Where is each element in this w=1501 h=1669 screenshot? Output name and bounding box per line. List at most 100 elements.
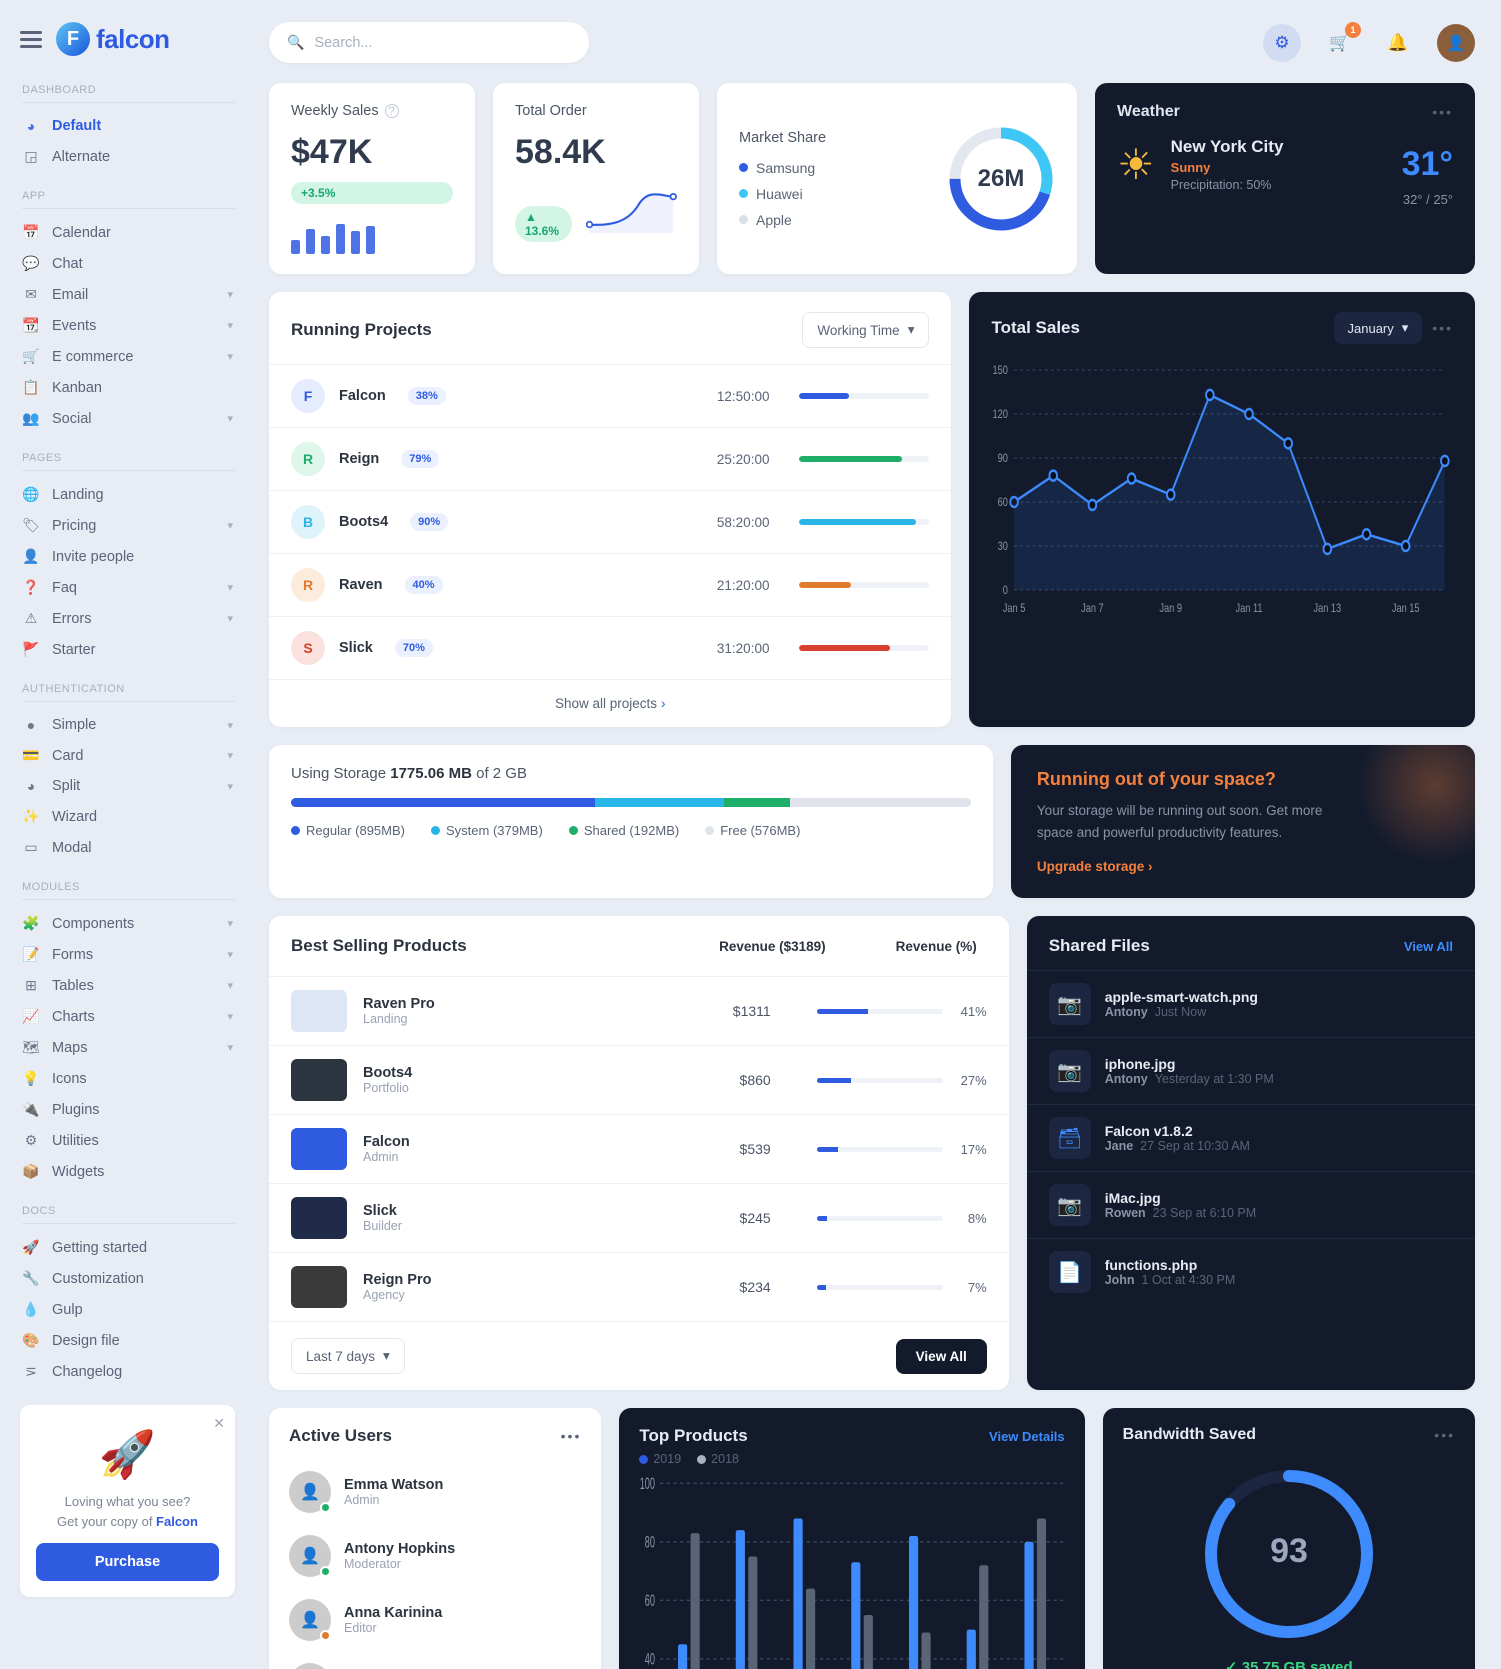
list-item[interactable]: 👤 Antony Hopkins Moderator bbox=[269, 1524, 601, 1588]
notifications-icon[interactable]: 🔔 bbox=[1379, 24, 1417, 62]
table-row[interactable]: Reign Pro Agency $234 7% bbox=[269, 1252, 1009, 1321]
market-share-title: Market Share bbox=[739, 130, 826, 146]
table-row[interactable]: R Raven 40% 21:20:00 bbox=[269, 553, 951, 616]
table-row[interactable]: F Falcon 38% 12:50:00 bbox=[269, 364, 951, 427]
sidebar-item-faq[interactable]: ❓ Faq ▾ bbox=[20, 572, 235, 603]
table-row[interactable]: B Boots4 90% 58:20:00 bbox=[269, 490, 951, 553]
sidebar-item-tables[interactable]: ⊞ Tables ▾ bbox=[20, 970, 235, 1001]
product-revenue: $245 bbox=[711, 1210, 771, 1226]
total-order-card: Total Order 58.4K ▲ 13.6% bbox=[493, 83, 699, 274]
table-row[interactable]: Boots4 Portfolio $860 27% bbox=[269, 1045, 1009, 1114]
project-progress-bar bbox=[799, 393, 929, 399]
table-row[interactable]: R Reign 79% 25:20:00 bbox=[269, 427, 951, 490]
more-options-icon[interactable]: ••• bbox=[561, 1428, 582, 1444]
sidebar-item-getting-started[interactable]: 🚀 Getting started bbox=[20, 1232, 235, 1263]
sidebar-item-changelog[interactable]: ⋝ Changelog bbox=[20, 1356, 235, 1387]
cart-icon[interactable]: 🛒 1 bbox=[1321, 24, 1359, 62]
sidebar-item-alternate[interactable]: ◲ Alternate bbox=[20, 141, 235, 172]
sidebar-item-kanban[interactable]: 📋 Kanban bbox=[20, 372, 235, 403]
sidebar-item-design-file[interactable]: 🎨 Design file bbox=[20, 1325, 235, 1356]
sidebar-item-utilities[interactable]: ⚙ Utilities bbox=[20, 1125, 235, 1156]
product-progress-bar bbox=[817, 1009, 943, 1014]
settings-icon[interactable]: ⚙ bbox=[1263, 24, 1301, 62]
list-item[interactable]: 📷 apple-smart-watch.png Antony Just Now bbox=[1027, 970, 1475, 1037]
sidebar-item-widgets[interactable]: 📦 Widgets bbox=[20, 1156, 235, 1187]
flag-icon: 🚩 bbox=[22, 641, 40, 658]
list-item[interactable]: 🗃 Falcon v1.8.2 Jane 27 Sep at 10:30 AM bbox=[1027, 1104, 1475, 1171]
list-item[interactable]: 📄 functions.php John 1 Oct at 4:30 PM bbox=[1027, 1238, 1475, 1305]
sidebar-item-landing[interactable]: 🌐 Landing bbox=[20, 479, 235, 510]
svg-text:Jan 11: Jan 11 bbox=[1236, 602, 1263, 615]
sidebar-item-chat[interactable]: 💬 Chat bbox=[20, 248, 235, 279]
sidebar-item-email[interactable]: ✉ Email ▾ bbox=[20, 279, 235, 310]
sidebar-item-customization[interactable]: 🔧 Customization bbox=[20, 1263, 235, 1294]
view-all-products-button[interactable]: View All bbox=[896, 1339, 987, 1374]
show-all-projects-link[interactable]: Show all projects › bbox=[269, 679, 951, 727]
weather-title: Weather bbox=[1117, 103, 1180, 121]
sidebar-item-gulp[interactable]: 💧 Gulp bbox=[20, 1294, 235, 1325]
working-time-select[interactable]: Working Time ▾ bbox=[802, 312, 929, 348]
sidebar-item-starter[interactable]: 🚩 Starter bbox=[20, 634, 235, 665]
total-sales-card: Total Sales January ▾ ••• 0 30 60 90 120 150 J… bbox=[969, 292, 1475, 727]
legend-dot-icon bbox=[739, 163, 748, 172]
days-select[interactable]: Last 7 days ▾ bbox=[291, 1338, 405, 1374]
table-row[interactable]: S Slick 70% 31:20:00 bbox=[269, 616, 951, 679]
weekly-sales-card: Weekly Sales ? $47K +3.5% bbox=[269, 83, 475, 274]
sidebar-item-simple[interactable]: ● Simple ▾ bbox=[20, 710, 235, 740]
product-revenue: $234 bbox=[711, 1279, 771, 1295]
circle-icon: ● bbox=[22, 717, 40, 733]
sidebar-item-icons[interactable]: 💡 Icons bbox=[20, 1063, 235, 1094]
list-item[interactable]: 📷 iphone.jpg Antony Yesterday at 1:30 PM bbox=[1027, 1037, 1475, 1104]
list-item[interactable]: 👤 Emma Watson Admin bbox=[269, 1460, 601, 1524]
more-options-icon[interactable]: ••• bbox=[1434, 1427, 1455, 1443]
info-icon[interactable]: ? bbox=[385, 104, 399, 118]
sidebar-item-maps[interactable]: 🗺 Maps ▾ bbox=[20, 1032, 235, 1063]
purchase-button[interactable]: Purchase bbox=[36, 1543, 219, 1581]
sidebar-item-label: Design file bbox=[52, 1333, 120, 1349]
hamburger-icon[interactable] bbox=[20, 31, 42, 48]
more-options-icon[interactable]: ••• bbox=[1432, 104, 1453, 120]
users-products-bandwidth-row: Active Users ••• 👤 Emma Watson Admin 👤 A… bbox=[269, 1408, 1475, 1669]
sidebar-item-modal[interactable]: ▭ Modal bbox=[20, 832, 235, 863]
sidebar-item-events[interactable]: 📆 Events ▾ bbox=[20, 310, 235, 341]
sidebar-item-label: Gulp bbox=[52, 1302, 83, 1318]
sidebar-item-calendar[interactable]: 📅 Calendar bbox=[20, 217, 235, 248]
sidebar-item-card[interactable]: 💳 Card ▾ bbox=[20, 740, 235, 771]
product-progress-bar bbox=[817, 1078, 943, 1083]
legend-item-samsung: Samsung bbox=[739, 160, 826, 176]
sidebar-item-label: Social bbox=[52, 411, 92, 427]
sidebar-item-default[interactable]: ◕ Default bbox=[20, 111, 235, 141]
view-details-link[interactable]: View Details bbox=[989, 1429, 1065, 1444]
market-share-legend: Samsung Huawei Apple bbox=[739, 160, 826, 228]
sidebar-item-invite-people[interactable]: 👤 Invite people bbox=[20, 541, 235, 572]
sidebar-item-split[interactable]: ◕ Split ▾ bbox=[20, 771, 235, 801]
close-icon[interactable]: ✕ bbox=[213, 1415, 225, 1432]
list-item[interactable]: 👤 Anna Karinina Editor bbox=[269, 1588, 601, 1652]
sidebar-item-social[interactable]: 👥 Social ▾ bbox=[20, 403, 235, 434]
month-select[interactable]: January ▾ bbox=[1334, 312, 1423, 344]
sidebar-item-charts[interactable]: 📈 Charts ▾ bbox=[20, 1001, 235, 1032]
table-row[interactable]: Slick Builder $245 8% bbox=[269, 1183, 1009, 1252]
search-input[interactable]: 🔍 Search... bbox=[269, 22, 589, 63]
chevron-down-icon: ▾ bbox=[227, 288, 233, 301]
sidebar-item-pricing[interactable]: 🏷 Pricing ▾ bbox=[20, 510, 235, 541]
total-order-sparkline bbox=[586, 182, 677, 242]
sidebar-item-forms[interactable]: 📝 Forms ▾ bbox=[20, 939, 235, 970]
sidebar-item-errors[interactable]: ⚠ Errors ▾ bbox=[20, 603, 235, 634]
sidebar-item-components[interactable]: 🧩 Components ▾ bbox=[20, 908, 235, 939]
sidebar-item-plugins[interactable]: 🔌 Plugins bbox=[20, 1094, 235, 1125]
bandwidth-title: Bandwidth Saved bbox=[1123, 1426, 1256, 1444]
sidebar-item-wizard[interactable]: ✨ Wizard bbox=[20, 801, 235, 832]
sidebar-item-e-commerce[interactable]: 🛒 E commerce ▾ bbox=[20, 341, 235, 372]
table-row[interactable]: Falcon Admin $539 17% bbox=[269, 1114, 1009, 1183]
upgrade-storage-link[interactable]: Upgrade storage › bbox=[1037, 859, 1449, 874]
list-item[interactable]: 👤 John Lee Admin bbox=[269, 1652, 601, 1669]
cart-badge: 1 bbox=[1345, 22, 1361, 38]
tag-icon: 🏷 bbox=[22, 517, 40, 534]
user-avatar[interactable]: 👤 bbox=[1437, 24, 1475, 62]
shared-files-view-all-link[interactable]: View All bbox=[1404, 939, 1453, 954]
list-item[interactable]: 📷 iMac.jpg Rowen 23 Sep at 6:10 PM bbox=[1027, 1171, 1475, 1238]
sidebar-item-label: E commerce bbox=[52, 349, 133, 365]
table-row[interactable]: Raven Pro Landing $1311 41% bbox=[269, 976, 1009, 1045]
more-options-icon[interactable]: ••• bbox=[1432, 320, 1453, 336]
